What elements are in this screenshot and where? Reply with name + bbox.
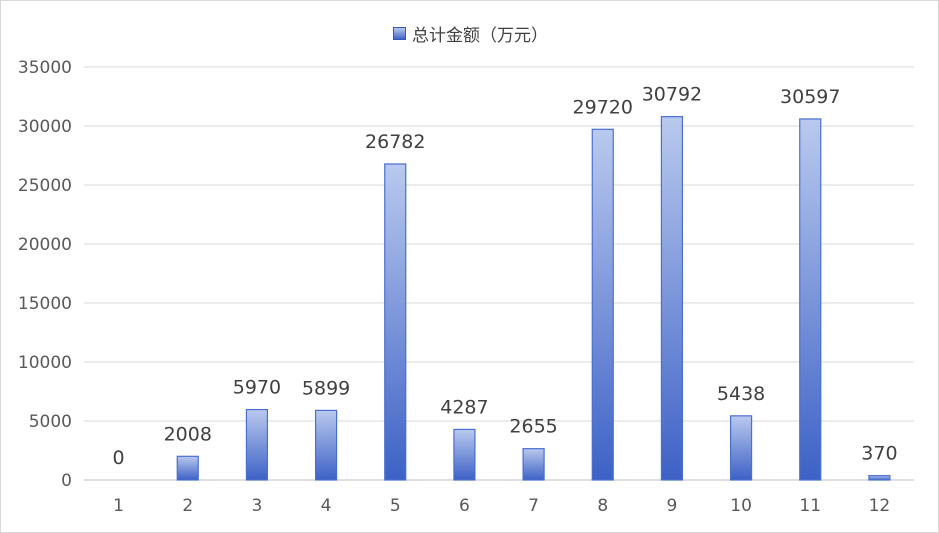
x-tick-label: 9 — [667, 496, 678, 516]
x-tick-label: 1 — [113, 496, 124, 516]
x-tick-label: 8 — [597, 496, 608, 516]
data-label: 4287 — [440, 396, 488, 418]
data-label: 5899 — [302, 377, 350, 399]
bars — [176, 116, 891, 481]
x-tick-label: 10 — [730, 496, 752, 516]
bar — [799, 118, 822, 481]
bar — [591, 128, 614, 481]
y-tick-label: 30000 — [18, 117, 72, 137]
data-labels: 0 2008 5970 5899 26782 4287 2655 29720 30792 5438… — [113, 84, 898, 469]
data-label: 370 — [861, 443, 897, 465]
y-tick-label: 0 — [61, 471, 72, 491]
x-axis-ticks: 1 2 3 4 5 6 7 8 9 10 11 12 — [113, 496, 890, 516]
data-label: 2008 — [164, 423, 212, 445]
y-axis-ticks: 0 5000 10000 15000 20000 25000 30000 35000 — [18, 58, 72, 491]
bar — [660, 116, 684, 481]
x-tick-label: 5 — [390, 496, 401, 516]
gridlines — [84, 66, 914, 481]
bar — [314, 409, 338, 481]
bar — [176, 455, 199, 481]
y-tick-label: 5000 — [29, 412, 72, 432]
data-label: 26782 — [365, 131, 425, 153]
x-tick-label: 3 — [252, 496, 263, 516]
y-tick-label: 15000 — [18, 294, 72, 314]
data-label: 30792 — [642, 84, 702, 106]
legend-swatch — [393, 27, 406, 40]
data-label: 5438 — [717, 383, 765, 405]
bar — [729, 415, 753, 481]
bar — [522, 448, 545, 481]
y-tick-label: 35000 — [18, 58, 72, 78]
bar — [245, 408, 269, 481]
x-tick-label: 12 — [869, 496, 891, 516]
bar — [868, 475, 891, 481]
data-label: 29720 — [573, 96, 633, 118]
data-label: 5970 — [233, 377, 281, 399]
x-tick-label: 6 — [459, 496, 470, 516]
y-tick-label: 10000 — [18, 353, 72, 373]
legend: 总计金额（万元） — [1, 21, 939, 46]
legend-label: 总计金额（万元） — [412, 26, 548, 46]
x-tick-label: 4 — [321, 496, 332, 516]
bar — [384, 163, 407, 481]
x-tick-label: 7 — [528, 496, 539, 516]
data-label: 2655 — [509, 416, 557, 438]
x-tick-label: 2 — [182, 496, 193, 516]
bar — [453, 428, 476, 481]
x-tick-label: 11 — [799, 496, 821, 516]
y-tick-label: 20000 — [18, 235, 72, 255]
y-tick-label: 25000 — [18, 176, 72, 196]
data-label: 0 — [113, 447, 125, 469]
data-label: 30597 — [780, 86, 840, 108]
